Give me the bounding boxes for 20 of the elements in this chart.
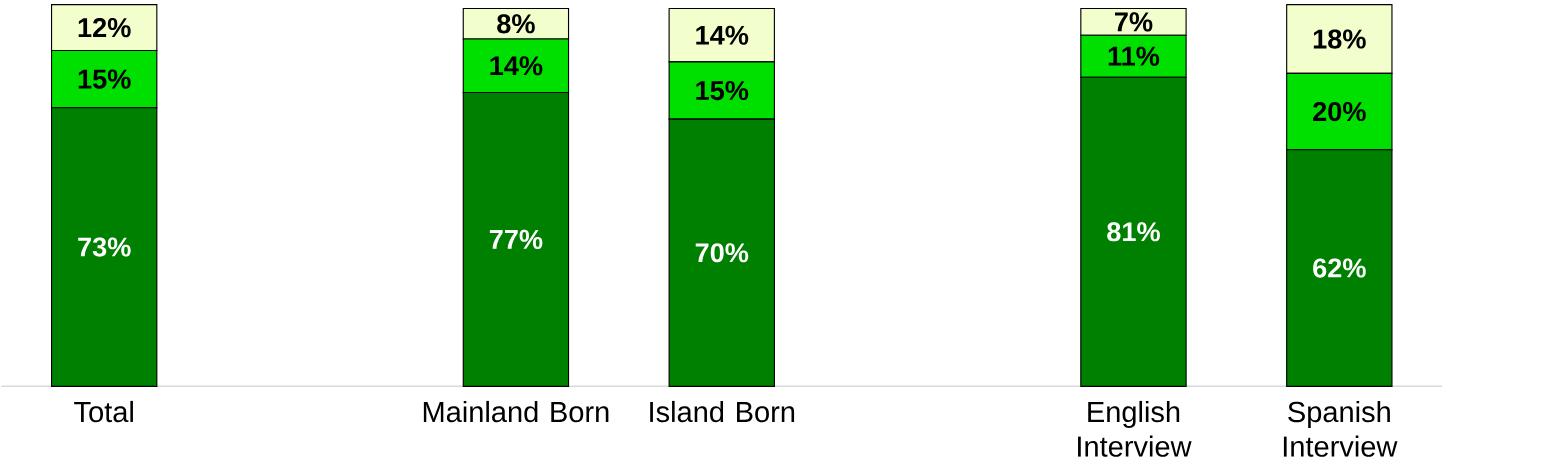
data-label: 12% xyxy=(78,18,131,38)
data-label: 62% xyxy=(1313,258,1366,278)
x-tick-label: Mainland Born xyxy=(423,400,609,423)
data-label: 73% xyxy=(78,237,131,257)
data-label: 14% xyxy=(696,25,749,45)
data-label: 14% xyxy=(490,56,543,76)
x-tick-label: Total xyxy=(74,400,133,423)
data-label: 77% xyxy=(489,229,543,249)
x-tick-label: Spanish Interview xyxy=(1283,400,1398,457)
data-label: 70% xyxy=(695,243,749,263)
data-label: 20% xyxy=(1313,101,1366,122)
x-tick-label: English Interview xyxy=(1078,400,1192,457)
x-tick-label: Island Born xyxy=(650,400,795,423)
data-label: 15% xyxy=(78,69,131,89)
data-label: 7% xyxy=(1115,12,1153,32)
data-label: 15% xyxy=(696,81,749,101)
data-label: 8% xyxy=(497,14,535,34)
data-label: 18% xyxy=(1313,29,1366,49)
data-label: 81% xyxy=(1107,222,1160,242)
data-label: 11% xyxy=(1108,46,1160,66)
